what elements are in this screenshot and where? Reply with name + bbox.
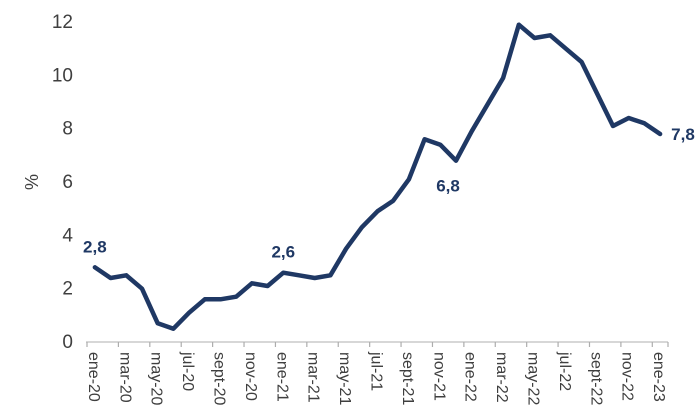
inflation-line <box>92 22 663 331</box>
data-point-label: 6,8 <box>436 177 460 196</box>
x-axis-label: nov-22 <box>619 352 636 401</box>
y-axis-label: 10 <box>52 65 73 86</box>
y-axis-label: 4 <box>62 225 73 246</box>
y-axis-label: 12 <box>52 12 73 33</box>
x-axis-label: sept-22 <box>587 352 604 405</box>
x-axis-label: sept-20 <box>210 352 227 405</box>
x-axis-label: mar-21 <box>305 352 322 403</box>
x-axis-label: jul-20 <box>179 351 196 391</box>
data-point-label: 2,6 <box>271 243 295 262</box>
x-axis-label: ene-20 <box>85 352 102 402</box>
x-axis-label: sept-21 <box>399 352 416 405</box>
x-axis-label: mar-20 <box>116 352 133 403</box>
x-axis-label: mar-22 <box>493 352 510 403</box>
x-axis-label: jul-22 <box>556 351 573 391</box>
y-axis-label: 0 <box>62 332 73 353</box>
data-point-label: 2,8 <box>83 237 107 256</box>
x-axis-label: ene-22 <box>462 352 479 402</box>
x-axis-label: may-21 <box>336 352 353 405</box>
x-axis-label: ene-23 <box>650 352 667 402</box>
y-axis-title: % <box>22 174 42 191</box>
x-axis-label: may-22 <box>525 352 542 405</box>
y-axis-label: 2 <box>62 279 73 300</box>
x-axis-label: nov-21 <box>430 352 447 401</box>
x-axis-label: nov-20 <box>242 352 259 401</box>
x-axis-label: jul-21 <box>368 351 385 391</box>
y-axis-label: 8 <box>62 119 73 140</box>
x-axis-label: ene-21 <box>273 352 290 402</box>
x-axis-label: may-20 <box>148 352 165 405</box>
data-point-label: 7,8 <box>671 125 695 144</box>
y-axis-label: 6 <box>62 172 73 193</box>
